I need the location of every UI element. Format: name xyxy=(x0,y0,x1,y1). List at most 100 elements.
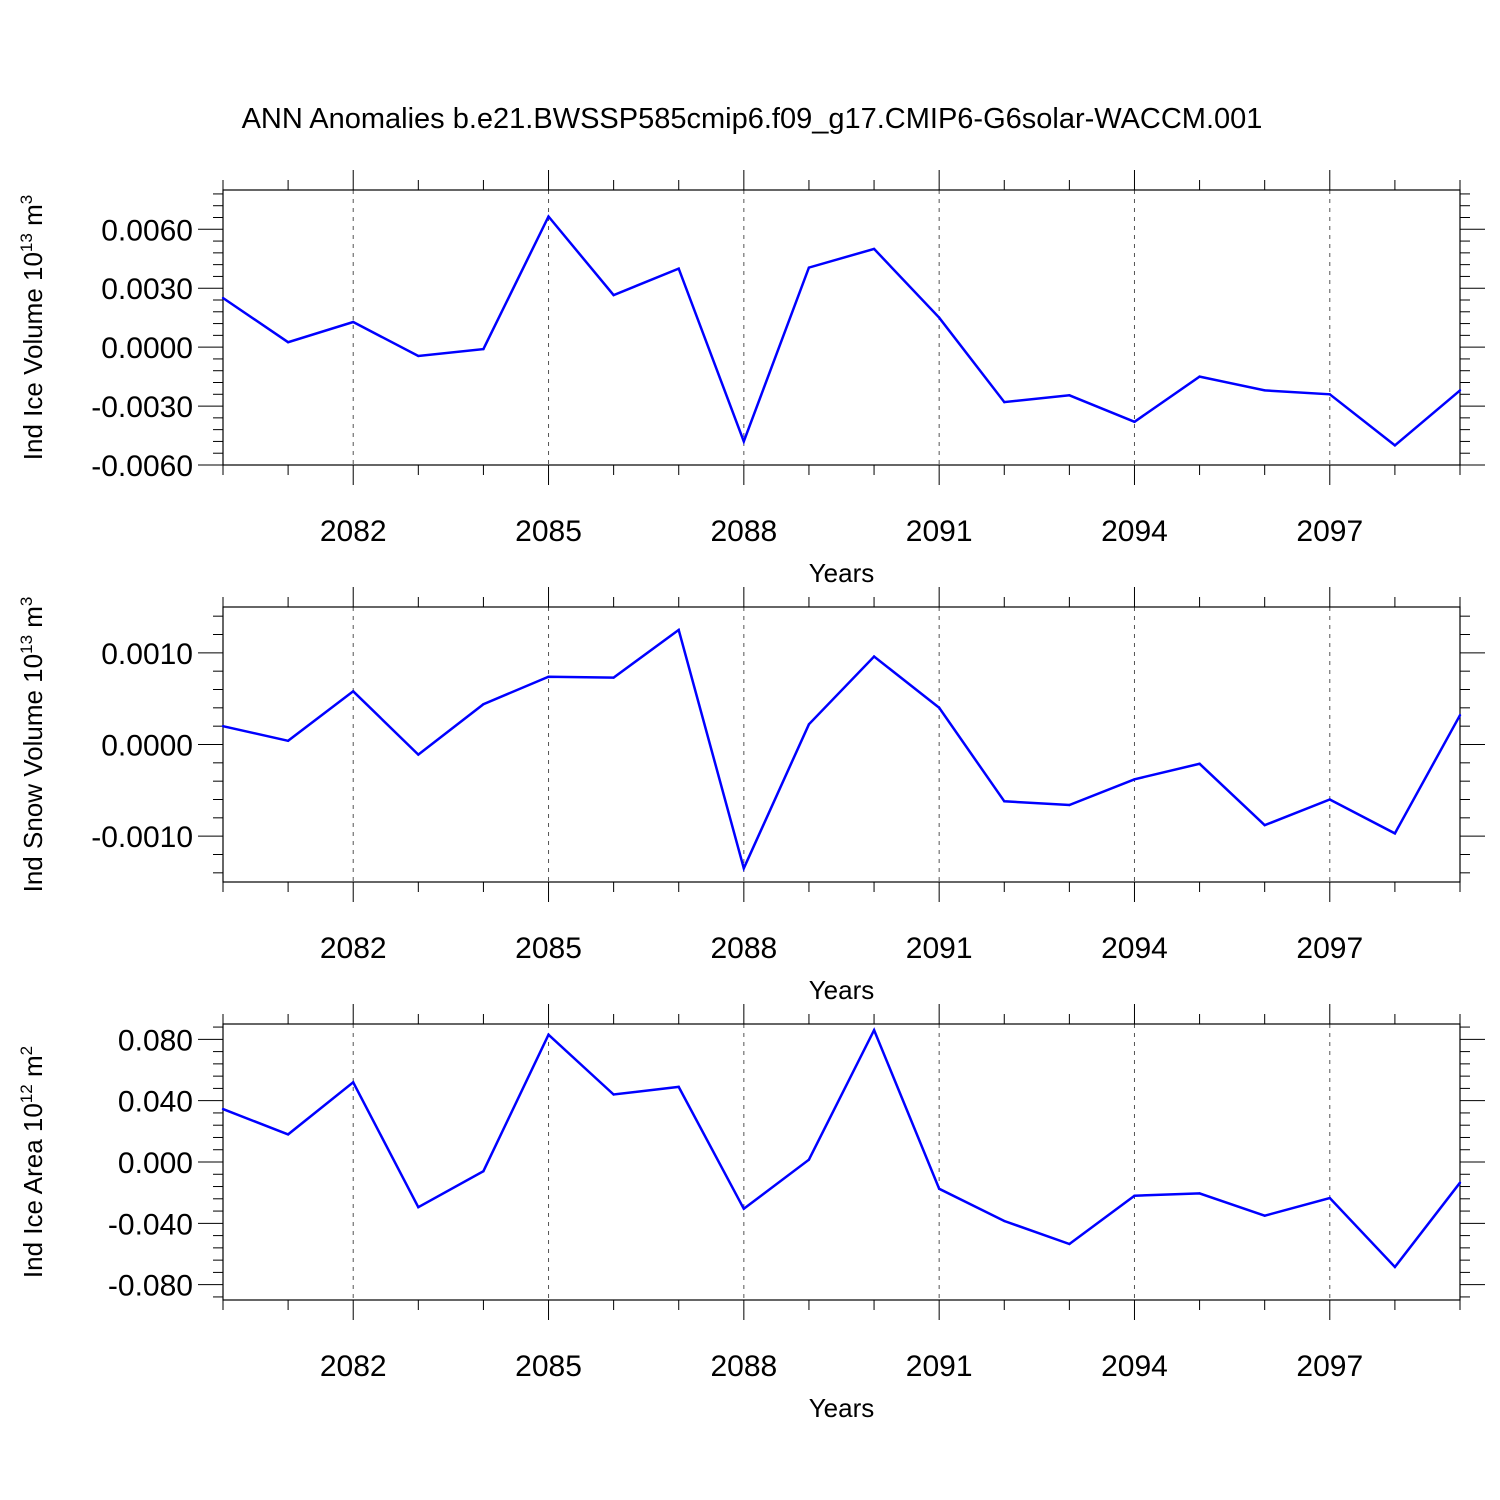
data-point xyxy=(612,293,615,297)
plot-frame xyxy=(222,606,1461,883)
data-point xyxy=(742,1207,746,1210)
data-point xyxy=(1133,1194,1136,1197)
panel-1: -0.0060 -0.0030 0.0000 0.0030 0.0060 2082 2085… xyxy=(17,170,1485,588)
data-point xyxy=(547,675,550,678)
data-point xyxy=(482,702,485,706)
data-point xyxy=(1133,778,1136,781)
data-point xyxy=(1263,1214,1266,1217)
data-point xyxy=(1458,389,1462,392)
data-point xyxy=(547,1033,550,1036)
data-point xyxy=(1458,1181,1462,1184)
x-tick-label: 2082 xyxy=(320,932,387,965)
panel-2: -0.0010 0.0000 0.0010 2082 2085 2088 2091 2094 2… xyxy=(17,587,1485,1005)
x-tick-label: 2082 xyxy=(320,1350,387,1383)
data-point xyxy=(417,753,420,756)
data-point xyxy=(221,1107,225,1111)
data-point xyxy=(742,440,746,443)
x-tick-label: 2097 xyxy=(1296,1350,1363,1383)
data-point xyxy=(1263,389,1266,392)
panel-3: -0.080 -0.040 0.000 0.040 0.080 2082 2085 2088 2… xyxy=(17,1004,1485,1423)
y-tick-label: -0.080 xyxy=(108,1270,193,1303)
data-point xyxy=(547,215,550,218)
x-tick-label: 2085 xyxy=(515,1350,582,1383)
x-tick-label: 2094 xyxy=(1101,1350,1168,1383)
data-point xyxy=(352,690,355,693)
y-axis-title-exp: 13 xyxy=(17,233,36,252)
y-axis-title-unit-exp: 3 xyxy=(17,597,36,606)
data-point xyxy=(482,347,485,351)
series-line xyxy=(222,627,1462,872)
data-point xyxy=(937,706,941,710)
data-point xyxy=(612,1093,615,1096)
data-point xyxy=(1328,798,1331,801)
data-point xyxy=(872,1028,876,1032)
y-axis-title-exp: 13 xyxy=(17,635,36,654)
data-point xyxy=(352,320,355,324)
data-point xyxy=(1328,393,1331,396)
data-point xyxy=(1198,762,1201,765)
series-line xyxy=(222,214,1461,448)
data-point xyxy=(1003,1219,1006,1223)
y-tick-label: 0.0030 xyxy=(101,273,193,306)
y-tick-label: 0.0000 xyxy=(101,730,193,763)
data-point xyxy=(1198,375,1201,378)
y-tick-label: 0.0000 xyxy=(101,332,193,365)
x-axis-title: Years xyxy=(809,1393,875,1423)
x-axis-title: Years xyxy=(809,975,875,1005)
data-point xyxy=(286,341,290,344)
data-point xyxy=(352,1081,355,1084)
x-tick-label: 2085 xyxy=(515,515,582,548)
data-point xyxy=(221,296,225,300)
data-point xyxy=(937,1187,941,1191)
data-point xyxy=(286,739,290,743)
x-tick-label: 2094 xyxy=(1101,932,1168,965)
data-point xyxy=(221,724,225,728)
data-point xyxy=(1068,394,1071,397)
y-axis-title-unit: m xyxy=(18,204,48,233)
y-axis-title-main: Ind Snow Volume 10 xyxy=(18,654,48,893)
plot-frame xyxy=(222,189,1461,466)
x-tick-label: 2091 xyxy=(906,515,973,548)
data-point xyxy=(677,267,680,270)
x-tick-label: 2091 xyxy=(906,932,973,965)
data-point xyxy=(807,1158,811,1161)
data-point xyxy=(286,1133,290,1136)
y-tick-label: 0.040 xyxy=(118,1086,193,1119)
plot-frame xyxy=(222,1023,1461,1301)
x-tick-label: 2088 xyxy=(710,515,777,548)
data-point xyxy=(1393,444,1397,447)
x-tick-label: 2085 xyxy=(515,932,582,965)
data-point xyxy=(1068,1242,1071,1246)
y-tick-label: 0.0060 xyxy=(101,214,193,247)
x-tick-label: 2088 xyxy=(710,1350,777,1383)
y-axis-title: Ind Snow Volume 1013 m3 xyxy=(17,597,48,893)
data-point xyxy=(937,316,941,319)
x-tick-label: 2097 xyxy=(1296,515,1363,548)
data-point xyxy=(1198,1192,1201,1195)
data-point xyxy=(677,1085,680,1089)
y-tick-label: -0.0030 xyxy=(91,391,193,424)
y-axis-title-main: Ind Ice Volume 10 xyxy=(18,252,48,460)
y-axis-title-exp: 12 xyxy=(17,1084,36,1103)
x-tick-label: 2088 xyxy=(710,932,777,965)
y-tick-label: -0.0060 xyxy=(91,450,193,483)
y-tick-label: 0.080 xyxy=(118,1024,193,1057)
data-point xyxy=(417,354,420,358)
data-point xyxy=(677,628,680,632)
x-tick-label: 2091 xyxy=(906,1350,973,1383)
y-axis-title: Ind Ice Area 1012 m2 xyxy=(17,1046,48,1278)
data-point xyxy=(807,266,811,269)
panels: -0.0060 -0.0030 0.0000 0.0030 0.0060 2082 2085… xyxy=(17,170,1485,1423)
data-point xyxy=(807,723,811,726)
x-tick-label: 2082 xyxy=(320,515,387,548)
y-tick-label: 0.0010 xyxy=(101,638,193,671)
data-point xyxy=(1003,800,1006,803)
chart-title: ANN Anomalies b.e21.BWSSP585cmip6.f09_g1… xyxy=(242,103,1263,135)
data-point xyxy=(417,1206,420,1209)
x-axis-title: Years xyxy=(809,558,875,588)
data-point xyxy=(1263,823,1266,827)
data-point xyxy=(1133,420,1136,423)
y-tick-label: -0.0010 xyxy=(91,821,193,854)
